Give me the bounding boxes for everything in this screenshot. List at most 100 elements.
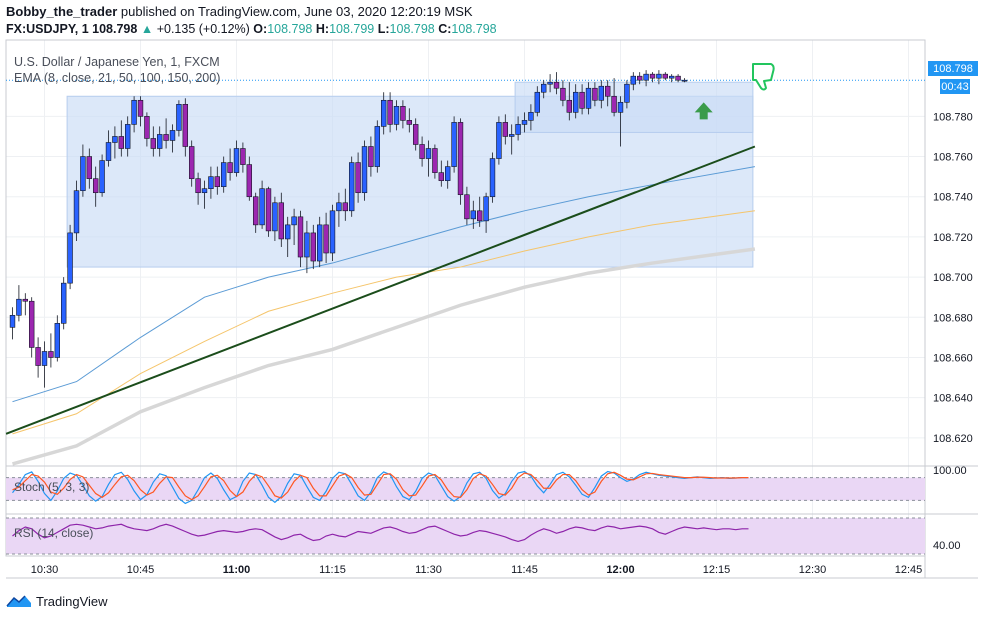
candle-body	[54, 323, 61, 358]
stoch-band	[6, 477, 925, 501]
rsi-band	[6, 518, 925, 554]
candle-body	[112, 136, 118, 143]
candle-body	[201, 188, 208, 194]
x-tick-label: 11:45	[511, 564, 538, 576]
stoch-tick-label: 100.00	[933, 465, 967, 477]
candle-body	[636, 75, 643, 81]
author-name[interactable]: Bobby_the_trader	[6, 4, 118, 19]
x-tick-label: 12:00	[606, 564, 634, 576]
candle-body	[649, 73, 656, 79]
candle-body	[35, 347, 41, 366]
candle-body	[515, 124, 521, 135]
candle-body	[9, 314, 16, 328]
candle-body	[22, 298, 28, 302]
candle-body	[86, 156, 93, 179]
low-value: 108.798	[389, 22, 435, 36]
candle-body	[451, 122, 457, 167]
candle-body	[246, 164, 252, 198]
tradingview-logo-icon	[6, 595, 31, 607]
candle-body	[611, 95, 617, 113]
rectangle-drawings[interactable]	[66, 81, 754, 268]
rectangle-box	[514, 81, 754, 133]
candle-body	[131, 99, 137, 125]
publish-line: Bobby_the_trader published on TradingVie…	[6, 4, 473, 19]
ema-lines	[12, 166, 756, 466]
legend-stoch: Stoch (5, 3, 3)	[14, 480, 89, 494]
footer-brand[interactable]: TradingView	[6, 592, 108, 610]
candle-body	[419, 144, 425, 159]
candle-body	[374, 126, 380, 167]
candle-body	[28, 300, 35, 348]
candle-body	[464, 194, 470, 220]
candle-body	[387, 99, 393, 125]
x-tick-label: 10:45	[127, 564, 155, 576]
legend-ema: EMA (8, close, 21, 50, 100, 150, 200)	[14, 71, 220, 85]
candle-body	[643, 73, 649, 81]
legend-instrument: U.S. Dollar / Japanese Yen, 1, FXCM	[14, 55, 220, 69]
trendline-drawing[interactable]	[5, 145, 756, 435]
candle-body	[592, 87, 598, 101]
y-tick-label: 108.700	[933, 272, 973, 284]
candle-body	[393, 106, 400, 125]
candle-body	[316, 224, 323, 262]
candle-body	[182, 104, 188, 147]
rsi-tick-label: 40.00	[933, 540, 961, 552]
candle-body	[323, 224, 329, 254]
up-arrow-icon	[694, 102, 713, 120]
candle-body	[528, 112, 534, 121]
high-label: H:	[315, 22, 330, 36]
candle-body	[502, 122, 508, 137]
y-tick-label: 108.620	[933, 433, 973, 445]
candle-body	[278, 202, 284, 240]
candle-body	[310, 232, 316, 262]
x-tick-label: 10:30	[31, 564, 59, 576]
stoch-d-line	[12, 471, 749, 501]
ohlc-line: FX:USDJPY, 1 108.798 ▲ +0.135 (+0.12%) O…	[6, 22, 497, 36]
candle-body	[604, 85, 611, 97]
candle-body	[304, 232, 310, 258]
close-label: C:	[438, 22, 452, 36]
candle-body	[125, 124, 131, 149]
symbol-label: FX:USDJPY, 1	[6, 22, 89, 36]
candle-body	[137, 99, 144, 117]
candle-body	[572, 91, 579, 113]
candle-body	[624, 83, 630, 103]
countdown-badge	[940, 79, 970, 94]
candle-body	[163, 134, 169, 141]
candle-body	[457, 122, 464, 196]
candle-body	[265, 188, 272, 232]
candle-body	[400, 106, 406, 121]
candle-body	[617, 101, 624, 113]
candle-body	[105, 142, 112, 161]
candle-body	[560, 87, 566, 101]
legend-rsi: RSI (14, close)	[14, 526, 93, 540]
candle-body	[355, 162, 361, 194]
candle-body	[553, 81, 560, 89]
candle-body	[534, 91, 541, 113]
candle-body	[336, 202, 342, 212]
candle-body	[476, 210, 483, 222]
open-label: O:	[253, 22, 268, 36]
price-chart[interactable]: 108.620 108.640 108.660 108.680 108.700 108.7…	[0, 0, 988, 590]
candle-body	[208, 176, 214, 189]
y-tick-label: 108.660	[933, 352, 973, 364]
y-tick-label: 108.720	[933, 232, 973, 244]
ema-line	[12, 166, 755, 403]
stoch-k-line	[12, 470, 749, 505]
y-tick-label: 108.740	[933, 192, 973, 204]
high-value: 108.799	[329, 22, 375, 36]
candle-body	[157, 134, 163, 149]
candle-body	[675, 75, 681, 81]
candle-body	[227, 162, 233, 173]
chart-grid	[5, 39, 978, 579]
candle-body	[361, 146, 368, 194]
candle-body	[221, 162, 227, 187]
annotations	[694, 63, 775, 120]
candle-body	[259, 188, 265, 226]
x-tick-label: 11:00	[223, 564, 251, 576]
candle-body	[406, 120, 412, 125]
candle-body	[41, 351, 48, 366]
last-price-badge	[928, 61, 978, 76]
rsi-line	[12, 523, 749, 543]
close-value: 108.798	[451, 22, 497, 36]
